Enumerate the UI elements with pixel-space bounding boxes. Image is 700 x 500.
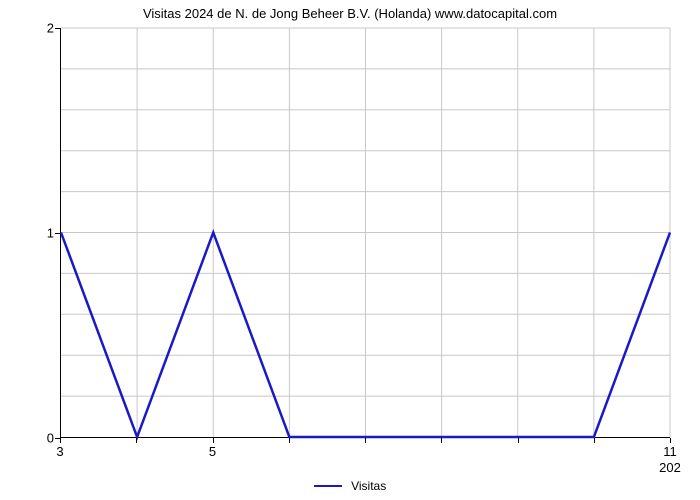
x-axis-tick [136, 438, 137, 443]
x-axis-sublabel: 202 [659, 460, 681, 475]
legend-label: Visitas [351, 479, 386, 493]
legend: Visitas [0, 478, 700, 493]
x-axis-label: 5 [209, 444, 216, 459]
x-axis-tick [441, 438, 442, 443]
y-axis-label: 2 [38, 21, 54, 36]
y-axis-label: 1 [38, 226, 54, 241]
x-axis-tick [289, 438, 290, 443]
y-axis-tick [55, 233, 60, 234]
legend-line [314, 485, 342, 487]
x-axis-tick [594, 438, 595, 443]
chart-title: Visitas 2024 de N. de Jong Beheer B.V. (… [0, 6, 700, 21]
x-axis-tick [518, 438, 519, 443]
x-axis-tick [60, 438, 61, 443]
chart-container: Visitas 2024 de N. de Jong Beheer B.V. (… [0, 0, 700, 500]
x-axis-label: 3 [56, 444, 63, 459]
x-axis-tick [213, 438, 214, 443]
x-axis-label: 11 [663, 444, 677, 459]
x-axis-tick [365, 438, 366, 443]
x-axis-tick [670, 438, 671, 443]
chart-svg [61, 28, 670, 437]
y-axis-tick [55, 28, 60, 29]
y-axis-label: 0 [38, 431, 54, 446]
plot-area [60, 28, 670, 438]
